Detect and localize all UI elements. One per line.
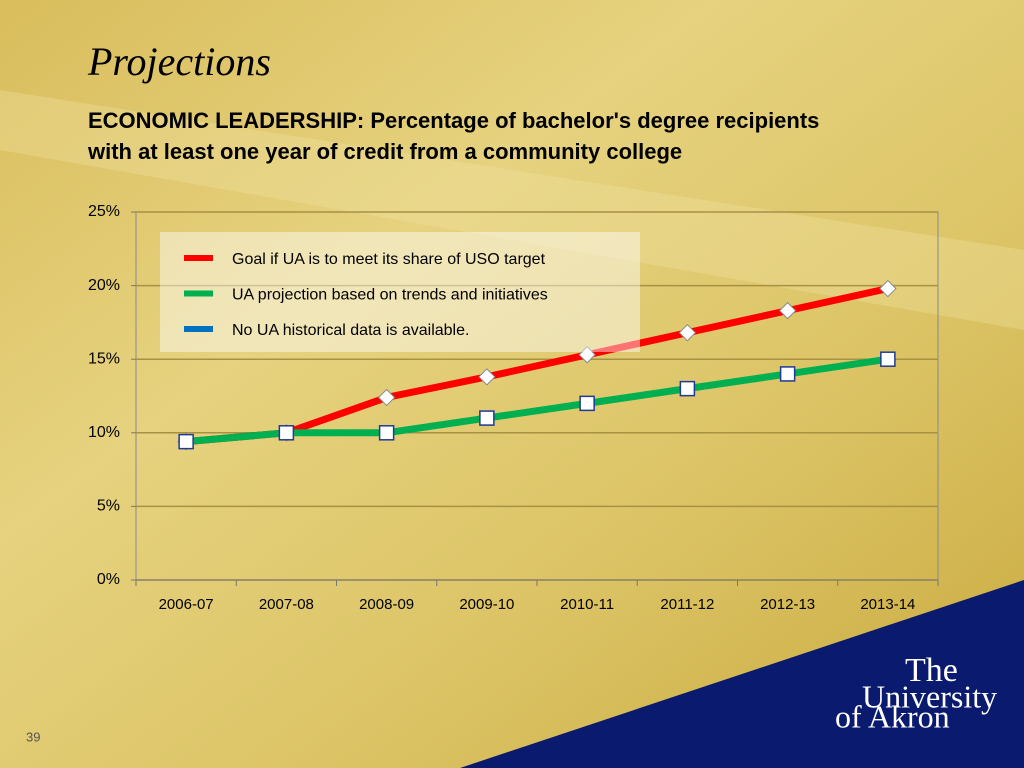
y-tick-label: 15% <box>88 350 120 367</box>
marker <box>579 395 595 412</box>
x-tick-label: 2009-10 <box>459 596 514 613</box>
marker <box>479 410 495 426</box>
logo-text: The <box>905 652 958 689</box>
x-tick-label: 2011-12 <box>660 596 714 613</box>
y-tick-label: 5% <box>97 498 120 515</box>
y-tick-label: 10% <box>88 424 120 441</box>
slide-title: Projections <box>87 39 271 84</box>
marker <box>679 380 696 397</box>
marker <box>879 279 897 298</box>
page-number: 39 <box>26 729 40 744</box>
legend-label: No UA historical data is available. <box>232 322 469 339</box>
x-tick-label: 2010-11 <box>560 596 614 613</box>
logo-text: of Akron <box>835 698 950 734</box>
series-line <box>185 355 889 446</box>
marker <box>779 366 796 382</box>
y-tick-label: 20% <box>88 277 120 294</box>
logo-text: University <box>862 678 997 714</box>
marker <box>178 433 194 450</box>
chart-title: with at least one year of credit from a … <box>87 139 682 164</box>
x-tick-label: 2008-09 <box>359 596 414 613</box>
legend: Goal if UA is to meet its share of USO t… <box>160 232 640 352</box>
chart: 0% 5% 10% 15% 20% 25% 2006-07 2007-08 2008-09 200… <box>88 203 939 613</box>
x-tick-label: 2013-14 <box>860 596 915 613</box>
navy-corner <box>460 580 1024 768</box>
marker <box>278 425 295 441</box>
marker <box>880 351 896 367</box>
marker <box>678 323 697 342</box>
y-tick-label: 25% <box>88 203 120 220</box>
marker <box>377 388 396 407</box>
legend-label: UA projection based on trends and initia… <box>232 287 548 304</box>
x-tick-label: 2012-13 <box>760 596 815 613</box>
x-tick-label: 2006-07 <box>159 596 214 613</box>
legend-box <box>160 232 640 352</box>
chart-title: ECONOMIC LEADERSHIP: Percentage of bache… <box>88 108 819 133</box>
marker <box>578 346 596 364</box>
x-tick-label: 2007-08 <box>259 596 314 613</box>
series-line <box>185 285 889 446</box>
legend-label: Goal if UA is to meet its share of USO t… <box>232 251 546 268</box>
y-tick-label: 0% <box>97 571 120 588</box>
marker <box>478 368 496 386</box>
light-band <box>0 90 1024 330</box>
marker <box>778 301 797 320</box>
marker <box>378 425 395 441</box>
